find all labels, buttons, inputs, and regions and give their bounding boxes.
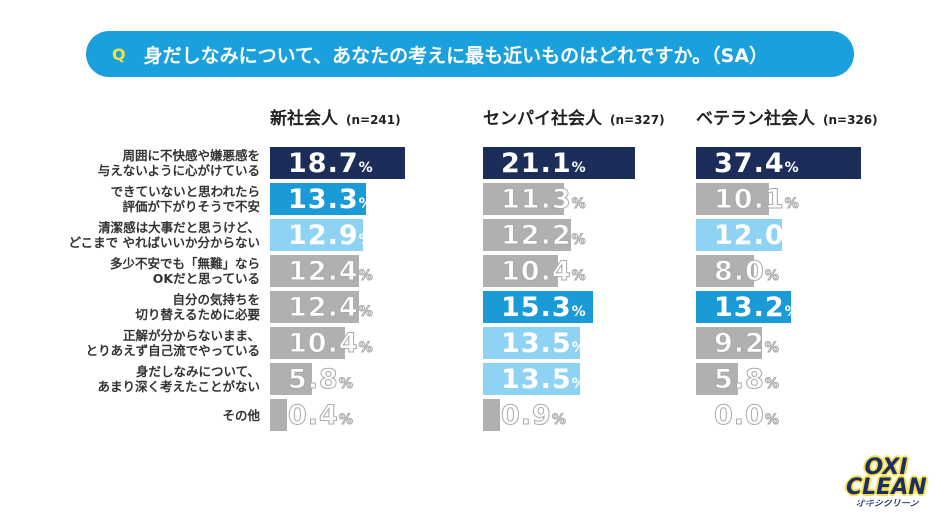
series-name: センパイ社会人 bbox=[483, 109, 602, 129]
bar bbox=[696, 255, 754, 287]
bar bbox=[270, 255, 360, 287]
q-mark: Q bbox=[112, 44, 126, 64]
value-label: 18.7% bbox=[288, 148, 374, 179]
value-label: 13.3% bbox=[288, 184, 374, 215]
bar bbox=[483, 399, 500, 431]
series-name: ベテラン社会人 bbox=[696, 109, 815, 129]
bar bbox=[483, 219, 571, 251]
value-label: 10.1% bbox=[714, 184, 800, 216]
category-label: 正解が分からないまま、 とりあえず自己流でやっている bbox=[85, 328, 260, 358]
bar bbox=[483, 147, 635, 179]
series-n: (n=326) bbox=[823, 113, 878, 127]
bar bbox=[270, 363, 312, 395]
question-text: 身だしなみについて、あなたの考えに最も近いものはどれですか。（SA） bbox=[143, 44, 769, 67]
logo-line2: CLEAN bbox=[846, 475, 927, 500]
value-label: 12.4% bbox=[288, 256, 374, 288]
bar bbox=[696, 147, 861, 179]
value-label: 37.4% bbox=[714, 148, 800, 179]
bar bbox=[270, 183, 366, 215]
category-label: 清潔感は大事だと思うけど、 どこまで やればいいか分からない bbox=[68, 220, 260, 250]
value-label: 5.8% bbox=[714, 364, 780, 396]
series-header: ベテラン社会人 (n=326) bbox=[696, 104, 878, 129]
value-label: 21.1% bbox=[501, 148, 587, 179]
bar bbox=[696, 183, 769, 215]
series-header: センパイ社会人 (n=327) bbox=[483, 104, 665, 129]
value-label: 12.9% bbox=[288, 220, 374, 251]
bar bbox=[696, 291, 792, 323]
bar bbox=[483, 183, 565, 215]
logo-kana: オキシクリーン bbox=[854, 498, 918, 508]
oxiclean-logo: OXI CLEAN オキシクリーン bbox=[846, 455, 927, 509]
value-label: 8.0% bbox=[714, 256, 780, 288]
series-n: (n=327) bbox=[610, 113, 665, 127]
value-label: 13.5% bbox=[501, 364, 587, 395]
bar bbox=[270, 327, 345, 359]
bar bbox=[270, 291, 360, 323]
category-label: 周囲に不快感や嫌悪感を 与えないように心がけている bbox=[97, 148, 260, 178]
value-label: 9.2% bbox=[714, 328, 780, 360]
value-label: 12.0% bbox=[714, 220, 800, 251]
value-label: 12.2% bbox=[501, 220, 587, 252]
bar bbox=[696, 219, 783, 251]
value-label: 0.9% bbox=[501, 400, 567, 432]
question-banner: Q 身だしなみについて、あなたの考えに最も近いものはどれですか。（SA） bbox=[86, 31, 854, 77]
bar bbox=[483, 291, 594, 323]
series-name: 新社会人 bbox=[270, 109, 338, 129]
value-label: 10.4% bbox=[288, 328, 374, 360]
category-label: 自分の気持ちを 切り替えるために必要 bbox=[135, 292, 260, 322]
bar bbox=[696, 363, 738, 395]
bar bbox=[270, 147, 405, 179]
value-label: 12.4% bbox=[288, 292, 374, 324]
value-label: 0.0% bbox=[714, 400, 780, 432]
series-n: (n=241) bbox=[346, 113, 401, 127]
bar bbox=[696, 327, 763, 359]
category-label: 身だしなみについて、 あまり深く考えたことがない bbox=[97, 364, 260, 394]
category-label: できていないと思われたら 評価が下がりそうで不安 bbox=[110, 184, 260, 214]
bar bbox=[270, 399, 287, 431]
value-label: 13.5% bbox=[501, 328, 587, 359]
value-label: 0.4% bbox=[288, 400, 354, 432]
bar bbox=[483, 327, 581, 359]
value-label: 5.8% bbox=[288, 364, 354, 396]
series-header: 新社会人 (n=241) bbox=[270, 104, 401, 129]
bar bbox=[483, 363, 581, 395]
bar bbox=[270, 219, 363, 251]
category-label: その他 bbox=[222, 407, 260, 423]
logo-line1: OXI bbox=[864, 455, 908, 480]
category-label: 多少不安でも「無難」なら OKだと思っている bbox=[109, 256, 260, 286]
value-label: 10.4% bbox=[501, 256, 587, 288]
bar bbox=[483, 255, 558, 287]
value-label: 11.3% bbox=[501, 184, 587, 216]
value-label: 13.2% bbox=[714, 292, 800, 323]
value-label: 15.3% bbox=[501, 292, 587, 323]
